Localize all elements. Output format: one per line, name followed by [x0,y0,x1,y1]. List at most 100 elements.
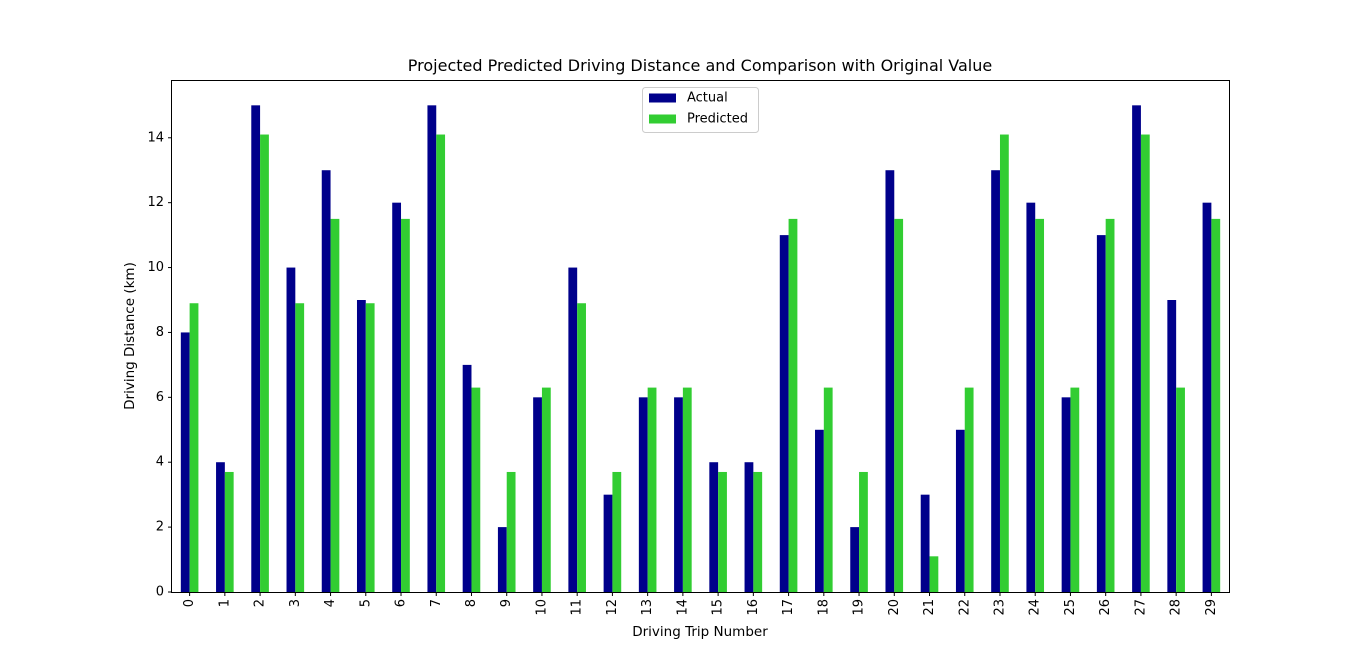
bar-predicted-1 [224,471,234,592]
legend-label-predicted: Predicted [687,112,748,127]
x-tick-label-24: 24 [1028,599,1043,616]
y-axis-label: Driving Distance (km) [122,262,138,410]
x-axis-label: Driving Trip Number [632,624,768,640]
bar-predicted-4 [330,218,340,592]
x-tick-label-27: 27 [1133,599,1148,616]
bar-predicted-13 [647,387,657,592]
legend-swatch-actual [649,93,676,103]
bar-predicted-0 [189,303,199,592]
bar-predicted-7 [436,134,446,592]
bar-actual-25 [1061,397,1071,592]
bar-predicted-24 [1035,218,1045,592]
y-tick-label-4: 4 [156,455,164,470]
bar-actual-12 [603,494,613,592]
bar-actual-5 [356,300,366,592]
x-tick-label-13: 13 [640,599,655,616]
bar-predicted-25 [1070,387,1080,592]
bar-actual-8 [462,364,472,592]
x-tick-label-6: 6 [394,599,409,607]
x-tick-label-3: 3 [288,599,303,607]
bar-actual-2 [251,105,261,592]
chart-title: Projected Predicted Driving Distance and… [408,56,992,75]
x-tick-label-23: 23 [992,599,1007,616]
x-tick-label-11: 11 [570,599,585,616]
bar-actual-0 [180,332,190,592]
x-tick-label-10: 10 [534,599,549,616]
x-tick-label-17: 17 [781,599,796,616]
x-tick-label-15: 15 [711,599,726,616]
x-tick-label-4: 4 [323,599,338,607]
x-tick-label-14: 14 [675,599,690,616]
bar-actual-13 [638,397,648,592]
bar-actual-6 [392,202,402,593]
bar-predicted-28 [1176,387,1185,592]
bar-predicted-15 [718,471,727,592]
bar-actual-26 [1096,235,1106,593]
y-tick-label-8: 8 [156,325,164,340]
bar-actual-15 [709,462,719,592]
bar-predicted-2 [260,134,269,592]
x-tick-label-16: 16 [746,599,761,616]
x-tick-label-1: 1 [217,599,232,607]
legend-swatch-predicted [649,114,676,124]
y-tick-label-2: 2 [156,520,164,535]
bar-actual-4 [321,170,331,592]
x-tick-label-8: 8 [464,599,479,607]
bar-actual-19 [850,527,860,592]
bar-predicted-11 [577,303,586,592]
bar-actual-29 [1202,202,1212,593]
bar-predicted-20 [894,218,904,592]
legend-label-actual: Actual [687,91,728,106]
bar-predicted-18 [823,387,833,592]
bar-predicted-16 [753,471,763,592]
x-tick-label-22: 22 [957,599,972,616]
bar-actual-1 [216,462,225,592]
y-tick-label-10: 10 [147,260,164,275]
x-tick-label-18: 18 [816,599,831,616]
y-tick-label-6: 6 [156,390,164,405]
bar-predicted-10 [541,387,551,592]
bar-actual-16 [744,462,754,592]
bar-actual-7 [427,105,437,592]
bar-predicted-8 [471,387,481,592]
x-tick-label-20: 20 [887,599,902,616]
bar-predicted-6 [401,218,410,592]
x-tick-label-0: 0 [182,599,197,607]
ticks-layer: 0 1 2 3 4 5 6 7 8 9 10 11 12 13 14 15 16 17 18 19 20 21 22 23 24… [147,130,1218,615]
bar-actual-10 [533,397,542,592]
x-tick-label-9: 9 [499,599,514,607]
bar-predicted-9 [506,471,516,592]
bar-actual-28 [1167,300,1177,592]
bar-actual-9 [497,527,507,592]
bar-predicted-14 [682,387,692,592]
x-tick-label-28: 28 [1169,599,1184,616]
x-tick-label-25: 25 [1063,599,1078,616]
bar-predicted-5 [365,303,375,592]
x-tick-label-19: 19 [852,599,867,616]
bar-predicted-27 [1140,134,1150,592]
bar-predicted-22 [964,387,974,592]
x-tick-label-12: 12 [605,599,620,616]
bar-predicted-17 [788,218,798,592]
bar-predicted-26 [1105,218,1115,592]
bar-actual-22 [955,429,965,592]
bar-actual-21 [920,494,930,592]
bar-actual-11 [568,267,578,592]
x-tick-label-5: 5 [358,599,373,607]
y-tick-label-12: 12 [147,195,164,210]
bar-actual-23 [991,170,1000,592]
bars-layer [180,105,1221,593]
bar-predicted-29 [1211,218,1221,592]
bar-actual-17 [779,235,789,593]
x-tick-label-21: 21 [922,599,937,616]
legend: Actual Predicted [642,87,759,133]
plot-frame [171,80,1230,593]
bar-predicted-23 [999,134,1009,592]
y-tick-label-0: 0 [156,585,164,600]
x-tick-label-29: 29 [1204,599,1219,616]
bar-actual-24 [1026,202,1036,593]
bar-actual-18 [815,429,824,592]
bar-actual-3 [286,267,296,592]
